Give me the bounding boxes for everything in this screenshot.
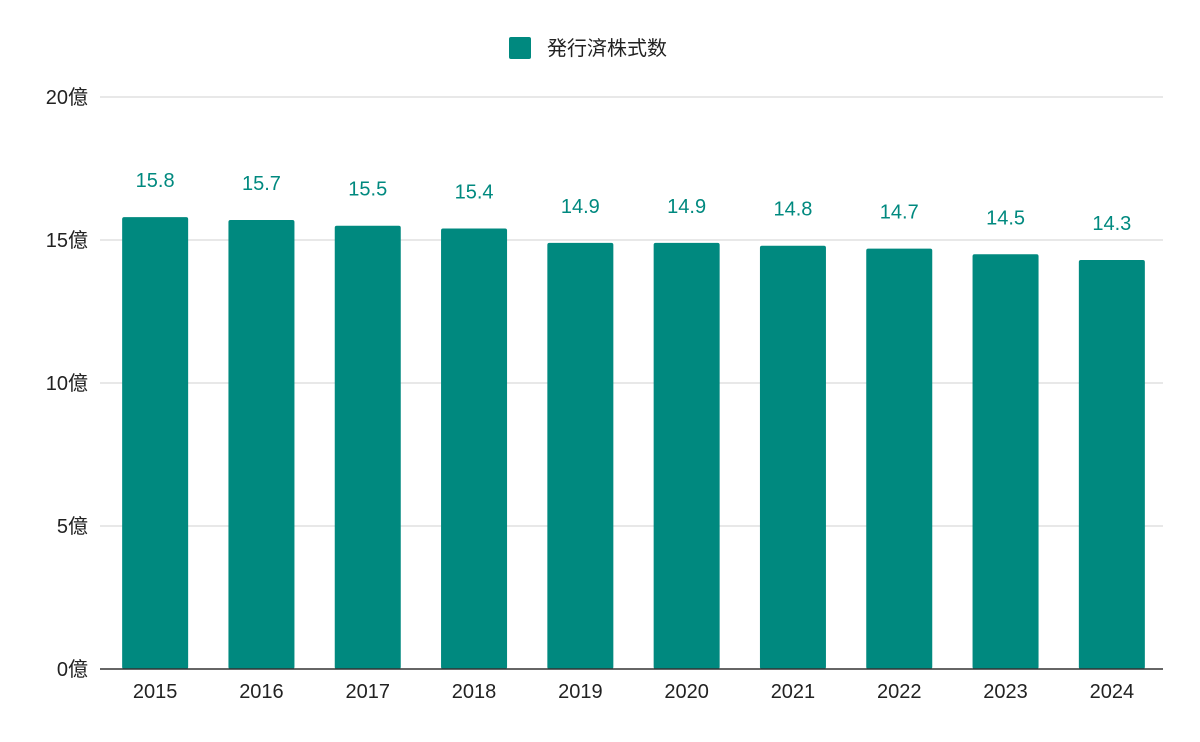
legend: 発行済株式数: [509, 37, 667, 60]
data-label: 14.9: [667, 196, 706, 218]
data-label: 14.9: [561, 196, 600, 218]
legend-swatch: [509, 37, 531, 59]
bar: [547, 242, 614, 670]
bar: [759, 245, 826, 669]
y-tick-label: 10億: [46, 372, 88, 395]
x-tick-label: 2017: [346, 681, 391, 703]
bar: [334, 225, 401, 669]
y-tick-label: 5億: [57, 515, 88, 538]
data-labels: 15.8 15.7 15.5 15.4 14.9 14.9 14.8 14.7 14.5 14.3: [136, 170, 1132, 235]
x-tick-label: 2016: [239, 681, 284, 703]
data-label: 14.5: [986, 207, 1025, 229]
data-label: 15.5: [348, 179, 387, 201]
data-label: 15.4: [455, 182, 494, 204]
y-tick-label: 0億: [57, 658, 88, 681]
bar: [122, 217, 189, 669]
data-label: 14.8: [773, 199, 812, 221]
x-tick-label: 2015: [133, 681, 178, 703]
x-tick-label: 2024: [1090, 681, 1135, 703]
x-tick-label: 2020: [664, 681, 709, 703]
bars: [122, 217, 1145, 670]
data-label: 15.7: [242, 173, 281, 195]
y-axis-ticks: 0億 5億 10億 15億 20億: [46, 86, 88, 681]
bar: [441, 228, 508, 669]
bar: [228, 219, 295, 670]
data-label: 14.3: [1092, 213, 1131, 235]
data-label: 15.8: [136, 170, 175, 192]
y-tick-label: 15億: [46, 229, 88, 252]
legend-label: 発行済株式数: [547, 37, 667, 60]
bar: [653, 242, 720, 670]
y-tick-label: 20億: [46, 86, 88, 109]
x-tick-label: 2022: [877, 681, 922, 703]
x-tick-label: 2019: [558, 681, 603, 703]
x-tick-label: 2018: [452, 681, 497, 703]
data-label: 14.7: [880, 202, 919, 224]
bar: [972, 254, 1039, 670]
bar: [866, 248, 933, 669]
x-tick-label: 2021: [771, 681, 816, 703]
bar: [1078, 260, 1145, 669]
x-tick-label: 2023: [983, 681, 1028, 703]
x-axis-ticks: 2015 2016 2017 2018 2019 2020 2021 2022 2023 2024: [133, 681, 1134, 703]
